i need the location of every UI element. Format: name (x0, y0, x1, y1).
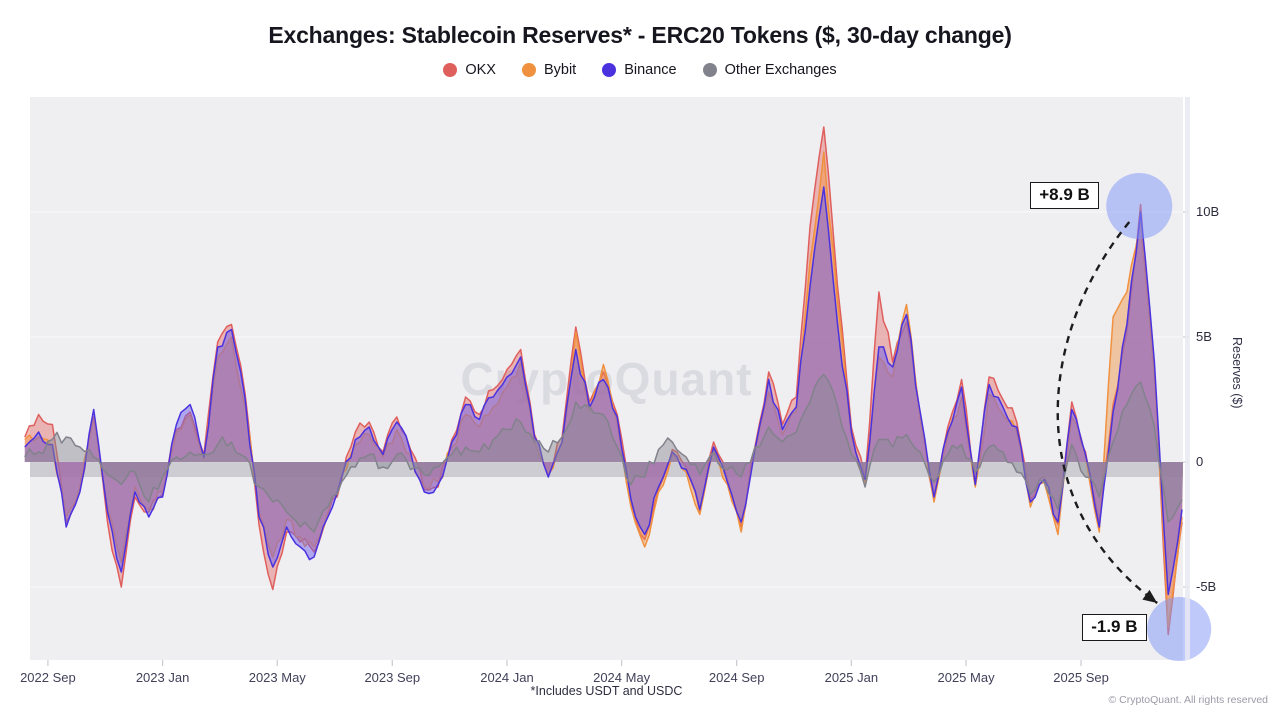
chart-title: Exchanges: Stablecoin Reserves* - ERC20 … (268, 22, 1012, 48)
legend-item-okx[interactable]: OKX (443, 62, 496, 78)
x-axis-label: 2023 Sep (364, 670, 421, 685)
series-line-other-exchanges (24, 373, 1183, 533)
series-fill-other-exchanges (24, 374, 1183, 532)
y-axis-label: -5B (1196, 579, 1217, 594)
x-axis-label: 2024 May (593, 670, 651, 685)
x-axis-label: 2025 May (937, 670, 995, 685)
y-axis-label: 0 (1196, 454, 1204, 469)
right-axis-strip (1185, 97, 1190, 660)
legend-label: Other Exchanges (724, 62, 837, 78)
series-line-binance (24, 186, 1183, 596)
x-axis-label: 2023 May (248, 670, 306, 685)
legend-item-other-exchanges[interactable]: Other Exchanges (702, 62, 837, 78)
legend-label: Bybit (543, 62, 577, 78)
x-axis-label: 2025 Sep (1053, 670, 1109, 685)
highlight-circle-end (1147, 597, 1212, 661)
annotation-peak-value: +8.9 B (1030, 181, 1099, 209)
x-axis-label: 2025 Jan (824, 670, 879, 685)
y-axis-title: Reserves ($) (1230, 337, 1244, 409)
series-line-okx (24, 126, 1183, 636)
annotation-arrowhead (1142, 589, 1158, 603)
legend-dot-icon (702, 63, 717, 77)
legend-dot-icon (602, 63, 617, 77)
zero-band (30, 462, 1183, 477)
legend-dot-icon (443, 63, 458, 77)
x-axis-label: 2022 Sep (20, 670, 76, 685)
legend-label: Binance (624, 62, 677, 78)
legend-item-bybit[interactable]: Bybit (521, 62, 577, 78)
annotation-end-value: -1.9 B (1082, 613, 1147, 641)
x-axis-label: 2024 Jan (480, 670, 534, 685)
highlight-circle-peak (1106, 173, 1173, 239)
annotation-arrow (1056, 221, 1158, 604)
legend: OKX Bybit Binance Other Exchanges (0, 62, 1280, 78)
legend-item-binance[interactable]: Binance (602, 62, 677, 78)
x-axis-label: 2024 Sep (708, 670, 765, 685)
y-axis-label: 10B (1196, 204, 1220, 219)
y-axis-label: 5B (1196, 329, 1212, 344)
chart-footnote: *Includes USDT and USDC (530, 684, 683, 698)
series-fill-binance (24, 187, 1183, 595)
legend-dot-icon (521, 63, 536, 77)
copyright-notice: © CryptoQuant. All rights reserved (1108, 694, 1268, 706)
x-axis-label: 2023 Jan (135, 670, 190, 685)
legend-label: OKX (465, 62, 496, 78)
